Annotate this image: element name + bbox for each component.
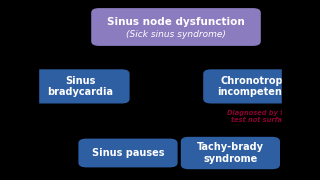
- Text: (Sick sinus syndrome): (Sick sinus syndrome): [126, 30, 226, 39]
- Text: Chronotropic
incompetence: Chronotropic incompetence: [217, 76, 295, 97]
- FancyBboxPatch shape: [181, 137, 280, 169]
- Text: Tachy-brady
syndrome: Tachy-brady syndrome: [197, 142, 264, 164]
- Bar: [0, 0, 38, 180]
- Text: Sinus node dysfunction: Sinus node dysfunction: [107, 17, 245, 27]
- Text: Sinus pauses: Sinus pauses: [92, 148, 164, 158]
- Text: Sinus
bradycardia: Sinus bradycardia: [47, 76, 113, 97]
- FancyBboxPatch shape: [30, 69, 130, 103]
- Bar: [282, 0, 320, 180]
- FancyBboxPatch shape: [91, 8, 261, 46]
- FancyBboxPatch shape: [203, 69, 309, 103]
- FancyBboxPatch shape: [78, 139, 178, 167]
- Text: Diagnosed by treadmill
test not surface ECG.: Diagnosed by treadmill test not surface …: [227, 110, 314, 123]
